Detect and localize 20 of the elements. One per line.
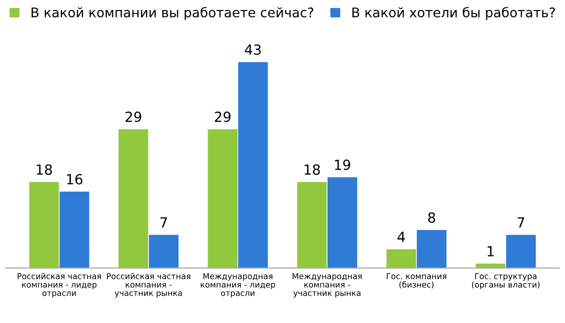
data-label: 18	[36, 164, 52, 175]
data-label: 43	[244, 44, 261, 55]
x-tick-label: Международная компания - лидер отрасли	[200, 273, 276, 298]
legend-label: В какой компании вы работаете сейчас?	[32, 6, 314, 20]
x-tick-label: Международная компания - участник рынка	[292, 273, 362, 298]
data-label: 19	[335, 160, 350, 170]
data-label: 29	[126, 112, 142, 122]
x-tick-label: Гос. структура (органы власти)	[472, 273, 540, 290]
data-label: 1	[488, 246, 494, 256]
data-label: 7	[160, 217, 167, 228]
x-tick-label: Гос. компания (бизнес)	[386, 273, 446, 289]
data-label: 16	[67, 174, 82, 184]
legend-label: В какой хотели бы работать?	[352, 6, 555, 20]
x-tick-label: Российская частная компания - лидер отрасли	[18, 272, 101, 298]
data-label: 18	[304, 164, 320, 175]
data-label: 7	[518, 217, 524, 228]
data-label: 8	[428, 212, 436, 223]
x-tick-label: Российская частная компания - участник рынка	[107, 272, 190, 298]
data-label: 4	[398, 232, 405, 242]
data-label: 29	[214, 112, 231, 122]
